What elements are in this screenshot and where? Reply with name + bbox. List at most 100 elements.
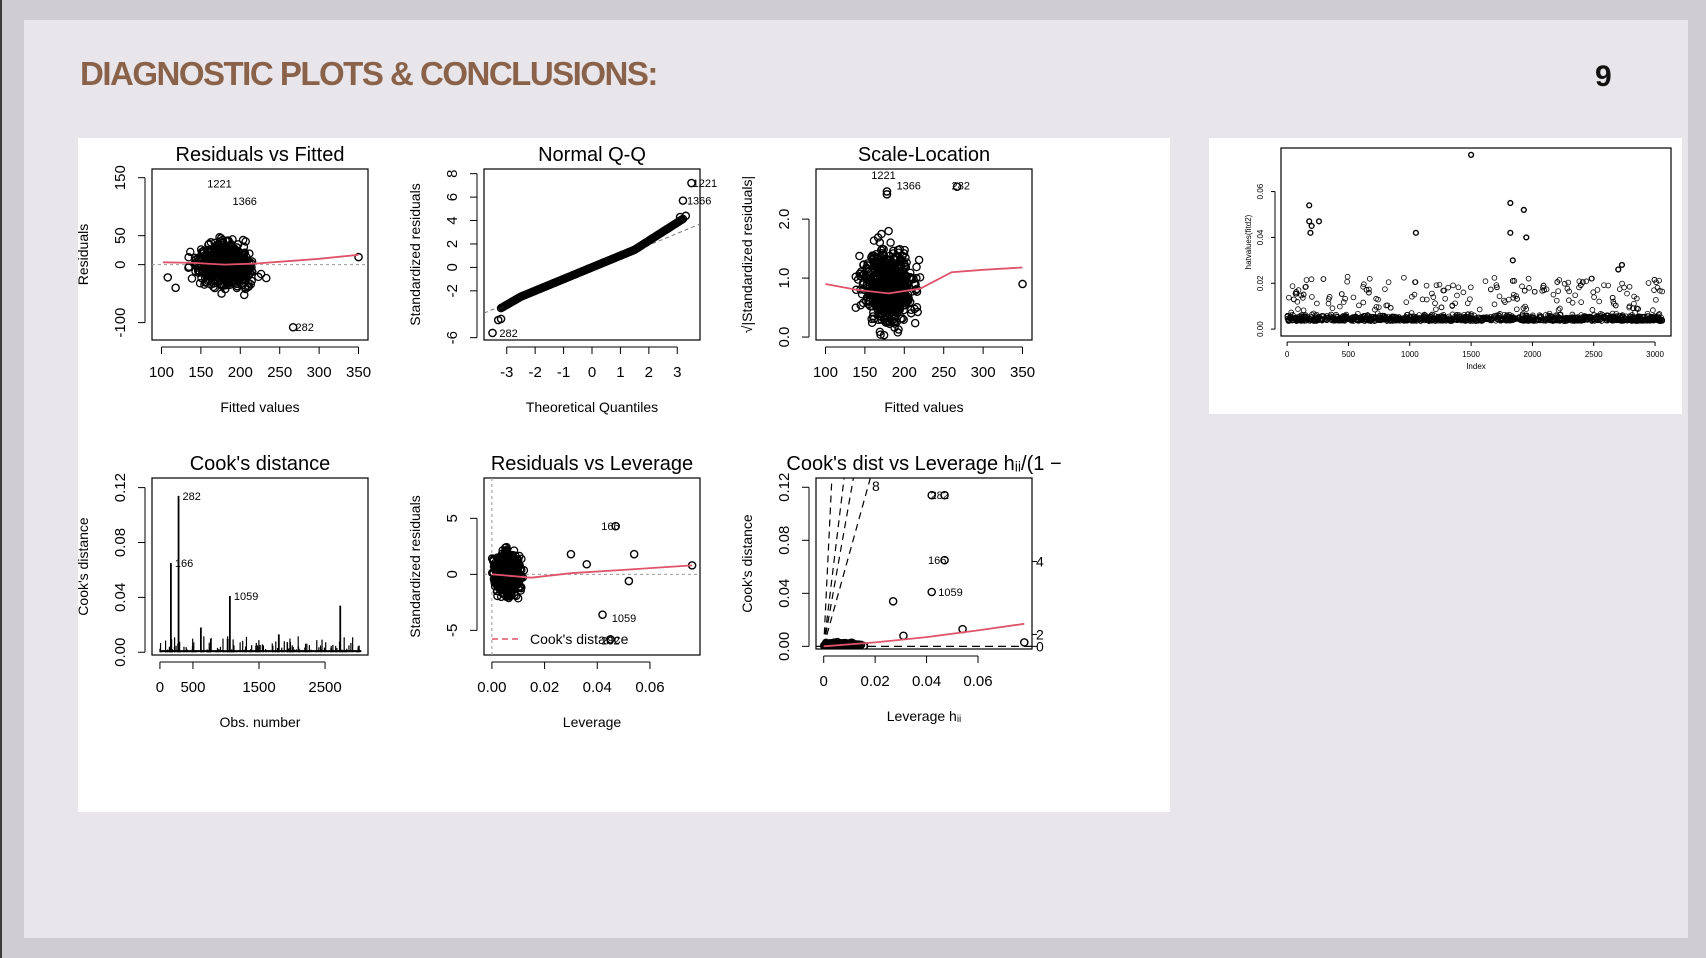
x-tick-label: 2500 bbox=[308, 679, 341, 696]
smoother-line bbox=[162, 253, 359, 266]
data-point bbox=[225, 251, 234, 261]
data-point bbox=[1513, 306, 1520, 313]
outlier-point bbox=[611, 521, 621, 531]
point-label: 166 bbox=[928, 555, 946, 567]
data-point bbox=[501, 563, 511, 573]
point-label: 166 bbox=[601, 521, 619, 533]
data-point bbox=[914, 255, 924, 265]
data-point bbox=[1502, 299, 1508, 305]
data-point bbox=[863, 259, 872, 268]
data-point bbox=[1529, 315, 1535, 321]
data-point bbox=[1511, 278, 1518, 284]
data-point bbox=[1295, 306, 1301, 312]
plot-scale-location: Scale-Location Fitted values √|Standardize… bbox=[739, 144, 1035, 415]
data-point bbox=[910, 304, 919, 314]
data-point bbox=[1540, 282, 1547, 289]
data-point bbox=[1515, 315, 1521, 321]
point-label: 282 bbox=[296, 322, 314, 334]
data-point bbox=[1350, 294, 1357, 301]
point-label: 282 bbox=[183, 491, 201, 503]
data-point bbox=[1583, 278, 1590, 285]
data-point bbox=[1462, 314, 1468, 321]
y-axis-label: √|Standardized residuals| bbox=[739, 176, 755, 333]
outlier-point bbox=[496, 314, 506, 324]
data-point bbox=[1401, 274, 1407, 281]
plot-area bbox=[816, 478, 1032, 649]
data-point bbox=[1320, 276, 1327, 282]
x-axis-label: Leverage bbox=[563, 714, 622, 730]
y-axis-label: Residuals bbox=[78, 224, 91, 285]
data-point bbox=[507, 577, 517, 587]
data-point bbox=[202, 277, 211, 287]
data-point bbox=[200, 272, 210, 282]
data-point bbox=[1385, 279, 1392, 285]
plot-normal-qq: Normal Q-Q Theoretical Quantiles Standardi… bbox=[407, 144, 717, 415]
data-point bbox=[254, 272, 263, 282]
y-axis-label: Standardized residuals bbox=[407, 183, 423, 325]
data-point bbox=[1439, 313, 1445, 320]
data-point bbox=[1650, 307, 1656, 313]
data-point bbox=[867, 318, 877, 328]
y-tick-label: 5 bbox=[444, 514, 461, 522]
data-point bbox=[1350, 314, 1356, 320]
plot-area bbox=[152, 233, 368, 332]
data-point bbox=[1651, 276, 1658, 283]
data-point bbox=[1634, 305, 1640, 312]
data-point bbox=[1363, 287, 1370, 293]
smoother-line bbox=[823, 622, 1025, 648]
data-point bbox=[1584, 316, 1591, 323]
x-tick-label: 0 bbox=[588, 364, 596, 381]
data-point bbox=[915, 273, 925, 282]
data-point bbox=[1597, 316, 1604, 322]
data-point bbox=[515, 564, 525, 574]
outlier-point bbox=[1018, 279, 1027, 289]
data-point bbox=[1455, 284, 1462, 291]
plot-frame bbox=[1280, 147, 1672, 337]
cook-contour-line bbox=[823, 478, 871, 647]
data-point bbox=[880, 256, 889, 266]
data-point bbox=[1375, 296, 1381, 303]
data-point bbox=[1285, 316, 1292, 323]
data-point bbox=[1342, 295, 1348, 302]
data-point bbox=[1557, 305, 1563, 312]
data-point bbox=[239, 271, 248, 280]
plot-title: Residuals vs Fitted bbox=[176, 144, 345, 166]
data-point bbox=[1538, 313, 1544, 320]
point-label: 1221 bbox=[693, 178, 717, 190]
data-point bbox=[1373, 304, 1380, 310]
data-point bbox=[1442, 295, 1448, 302]
data-point bbox=[1377, 317, 1383, 323]
outlier-point bbox=[1307, 229, 1314, 236]
data-point bbox=[1653, 297, 1659, 303]
data-point bbox=[1589, 307, 1596, 313]
data-point bbox=[877, 244, 887, 254]
data-point bbox=[1609, 294, 1616, 301]
data-point bbox=[1438, 304, 1445, 311]
data-point bbox=[193, 254, 202, 263]
data-point bbox=[1394, 314, 1401, 321]
data-point bbox=[1308, 276, 1315, 283]
x-tick-label: 0.04 bbox=[583, 679, 612, 696]
data-point bbox=[900, 245, 909, 255]
window-edge bbox=[0, 0, 2, 958]
data-point bbox=[1329, 305, 1336, 311]
data-point bbox=[1361, 281, 1367, 287]
data-point bbox=[1616, 312, 1623, 319]
data-point bbox=[1366, 286, 1372, 293]
data-point bbox=[1300, 317, 1307, 323]
data-point bbox=[1630, 315, 1637, 321]
data-point bbox=[1486, 316, 1492, 323]
x-tick-label: 0.04 bbox=[912, 673, 941, 690]
y-axis-label: Cook's distance bbox=[78, 517, 91, 616]
data-point bbox=[1565, 279, 1572, 286]
x-tick-label: 150 bbox=[188, 364, 213, 381]
data-point bbox=[873, 233, 883, 242]
data-point bbox=[1612, 302, 1619, 309]
data-point bbox=[1640, 318, 1646, 324]
data-point bbox=[215, 233, 224, 242]
data-point bbox=[1368, 316, 1374, 323]
point-label: 1059 bbox=[612, 613, 636, 625]
y-tick-label: -2 bbox=[444, 284, 461, 297]
data-point bbox=[1657, 316, 1664, 322]
data-point bbox=[1576, 278, 1583, 285]
